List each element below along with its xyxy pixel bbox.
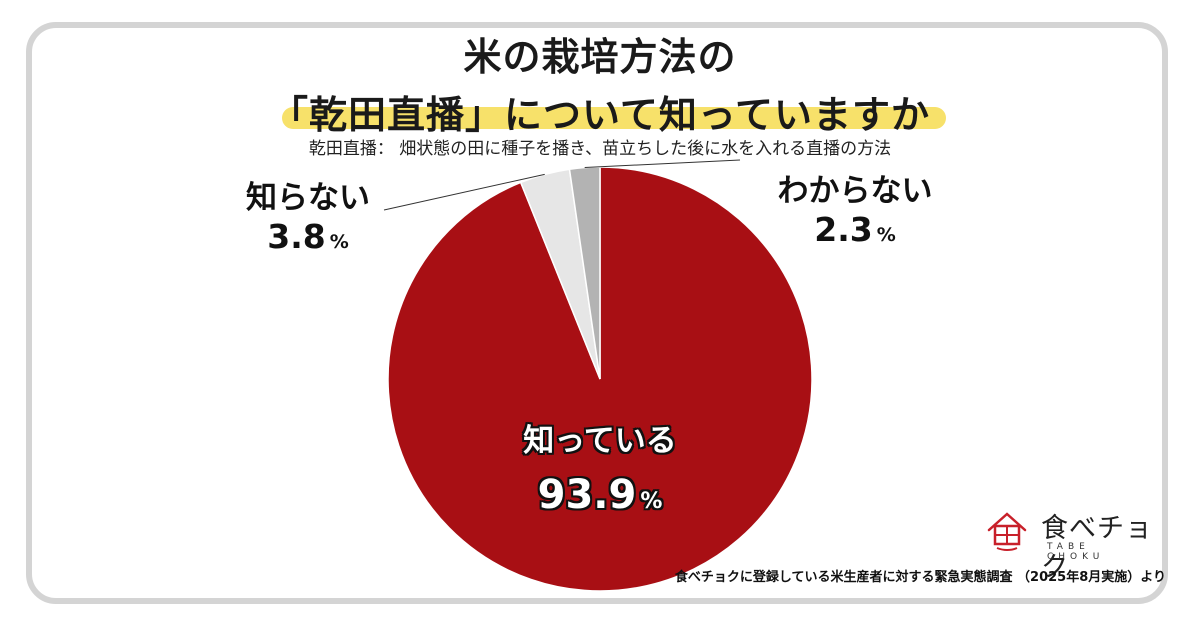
label-shiranai-unit: % <box>329 231 349 253</box>
logo-mark-icon <box>987 512 1027 551</box>
label-wakaranai-unit: % <box>876 224 896 246</box>
label-shitteiru-value: 93.9 <box>537 472 637 518</box>
title-line-2: 「乾田直播」について知っていますか <box>270 93 930 137</box>
logo-subtitle: TABE CHOKU <box>1047 542 1105 562</box>
brand-logo: 食べチョク TABE CHOKU <box>985 506 1155 583</box>
source-note: 食べチョクに登録している米生産者に対する緊急実態調査 （2025年8月実施）より <box>674 570 1166 585</box>
label-shiranai-category: 知らない <box>246 180 370 216</box>
leader-line-shiranai <box>383 173 545 211</box>
label-wakaranai: わからない 2.3% <box>760 165 950 249</box>
label-wakaranai-category: わからない <box>777 173 933 209</box>
label-shitteiru: 知っている 93.9% <box>460 415 740 530</box>
label-shitteiru-unit: % <box>640 489 663 514</box>
title-line-1: 米の栽培方法の <box>463 35 737 79</box>
leader-line-wakaranai <box>584 159 741 169</box>
title-highlight <box>282 107 946 129</box>
definition-text: 乾田直播： 畑状態の田に種子を播き、苗立ちした後に水を入れる直播の方法 <box>308 139 892 159</box>
logo-name: 食べチョク <box>1041 513 1153 583</box>
label-wakaranai-value: 2.3 <box>814 210 873 249</box>
label-shitteiru-category: 知っている <box>523 423 677 459</box>
label-shiranai: 知らない 3.8% <box>228 172 388 256</box>
label-shiranai-value: 3.8 <box>267 217 326 256</box>
